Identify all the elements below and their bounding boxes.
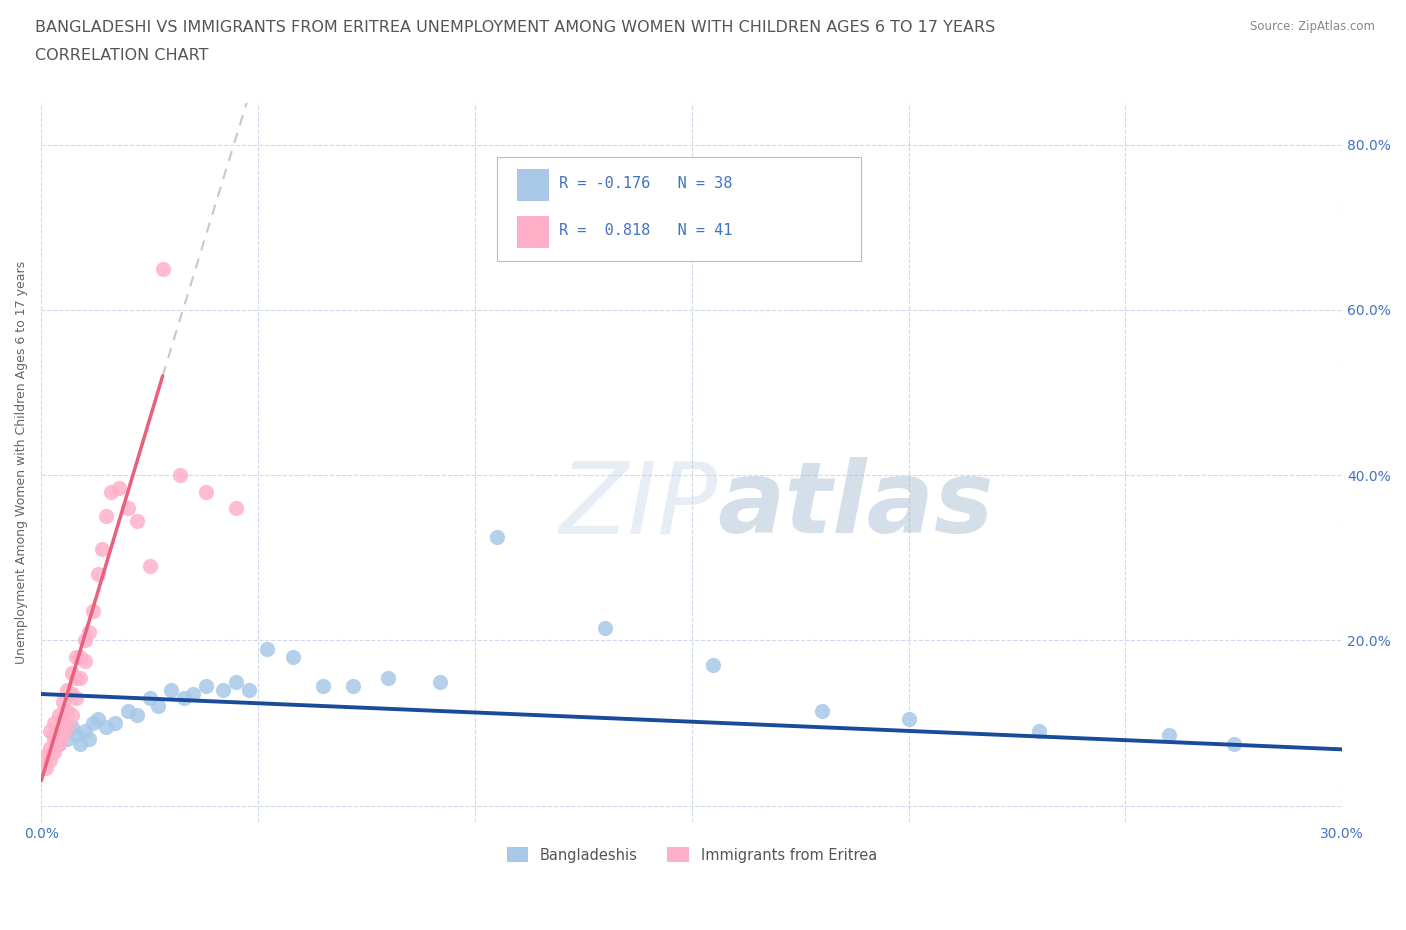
- Point: [195, 485, 218, 499]
- Point: [256, 641, 278, 656]
- Point: [65, 728, 87, 743]
- Point: [48, 724, 70, 738]
- Point: [52, 724, 75, 738]
- Point: [60, 707, 83, 722]
- FancyBboxPatch shape: [496, 157, 860, 261]
- Point: [65, 691, 87, 706]
- Point: [52, 728, 75, 743]
- Point: [125, 707, 148, 722]
- Point: [73, 724, 96, 738]
- Point: [225, 674, 247, 689]
- Point: [173, 691, 195, 706]
- Point: [69, 737, 91, 751]
- Point: [160, 683, 183, 698]
- Point: [593, 620, 616, 635]
- Point: [34, 749, 56, 764]
- Point: [82, 604, 104, 618]
- Point: [86, 566, 108, 581]
- Point: [44, 744, 66, 759]
- Text: CORRELATION CHART: CORRELATION CHART: [35, 48, 208, 63]
- Point: [44, 732, 66, 747]
- Point: [73, 633, 96, 648]
- Point: [60, 686, 83, 701]
- Point: [48, 737, 70, 751]
- Point: [56, 732, 79, 747]
- Point: [96, 720, 118, 735]
- Point: [60, 720, 83, 735]
- Point: [73, 654, 96, 669]
- Point: [1157, 728, 1180, 743]
- Point: [117, 703, 139, 718]
- Point: [238, 683, 260, 698]
- Point: [52, 715, 75, 730]
- Point: [125, 513, 148, 528]
- Point: [38, 752, 60, 767]
- Point: [65, 671, 87, 685]
- Point: [96, 509, 118, 524]
- Point: [811, 703, 834, 718]
- Point: [56, 703, 79, 718]
- Point: [342, 678, 364, 693]
- Point: [181, 686, 204, 701]
- Point: [104, 715, 127, 730]
- Point: [152, 261, 174, 276]
- Point: [195, 678, 218, 693]
- Point: [77, 625, 100, 640]
- FancyBboxPatch shape: [517, 169, 548, 201]
- Point: [90, 542, 112, 557]
- Text: R = -0.176   N = 38: R = -0.176 N = 38: [560, 177, 733, 192]
- Point: [52, 695, 75, 710]
- Point: [138, 691, 160, 706]
- Text: atlas: atlas: [717, 458, 994, 554]
- Point: [82, 715, 104, 730]
- Point: [485, 529, 508, 544]
- Point: [48, 707, 70, 722]
- Point: [77, 732, 100, 747]
- Point: [225, 500, 247, 515]
- Point: [377, 671, 399, 685]
- Point: [56, 683, 79, 698]
- Point: [1223, 737, 1246, 751]
- Point: [44, 715, 66, 730]
- Point: [60, 666, 83, 681]
- Point: [429, 674, 451, 689]
- Point: [148, 699, 170, 714]
- FancyBboxPatch shape: [517, 216, 548, 247]
- Point: [169, 468, 191, 483]
- Legend: Bangladeshis, Immigrants from Eritrea: Bangladeshis, Immigrants from Eritrea: [501, 842, 883, 869]
- Point: [48, 737, 70, 751]
- Text: BANGLADESHI VS IMMIGRANTS FROM ERITREA UNEMPLOYMENT AMONG WOMEN WITH CHILDREN AG: BANGLADESHI VS IMMIGRANTS FROM ERITREA U…: [35, 20, 995, 35]
- Point: [38, 724, 60, 738]
- Point: [100, 485, 122, 499]
- Point: [212, 683, 235, 698]
- Point: [702, 658, 724, 672]
- Point: [56, 720, 79, 735]
- Point: [897, 711, 920, 726]
- Point: [69, 671, 91, 685]
- Point: [1028, 724, 1050, 738]
- Point: [138, 559, 160, 574]
- Point: [65, 649, 87, 664]
- Text: R =  0.818   N = 41: R = 0.818 N = 41: [560, 223, 733, 238]
- Point: [44, 728, 66, 743]
- Y-axis label: Unemployment Among Women with Children Ages 6 to 17 years: Unemployment Among Women with Children A…: [15, 261, 28, 664]
- Point: [117, 500, 139, 515]
- Text: Source: ZipAtlas.com: Source: ZipAtlas.com: [1250, 20, 1375, 33]
- Point: [86, 711, 108, 726]
- Point: [281, 649, 304, 664]
- Point: [108, 480, 131, 495]
- Point: [34, 761, 56, 776]
- Point: [38, 740, 60, 755]
- Point: [69, 649, 91, 664]
- Text: ZIP: ZIP: [560, 458, 717, 554]
- Point: [312, 678, 335, 693]
